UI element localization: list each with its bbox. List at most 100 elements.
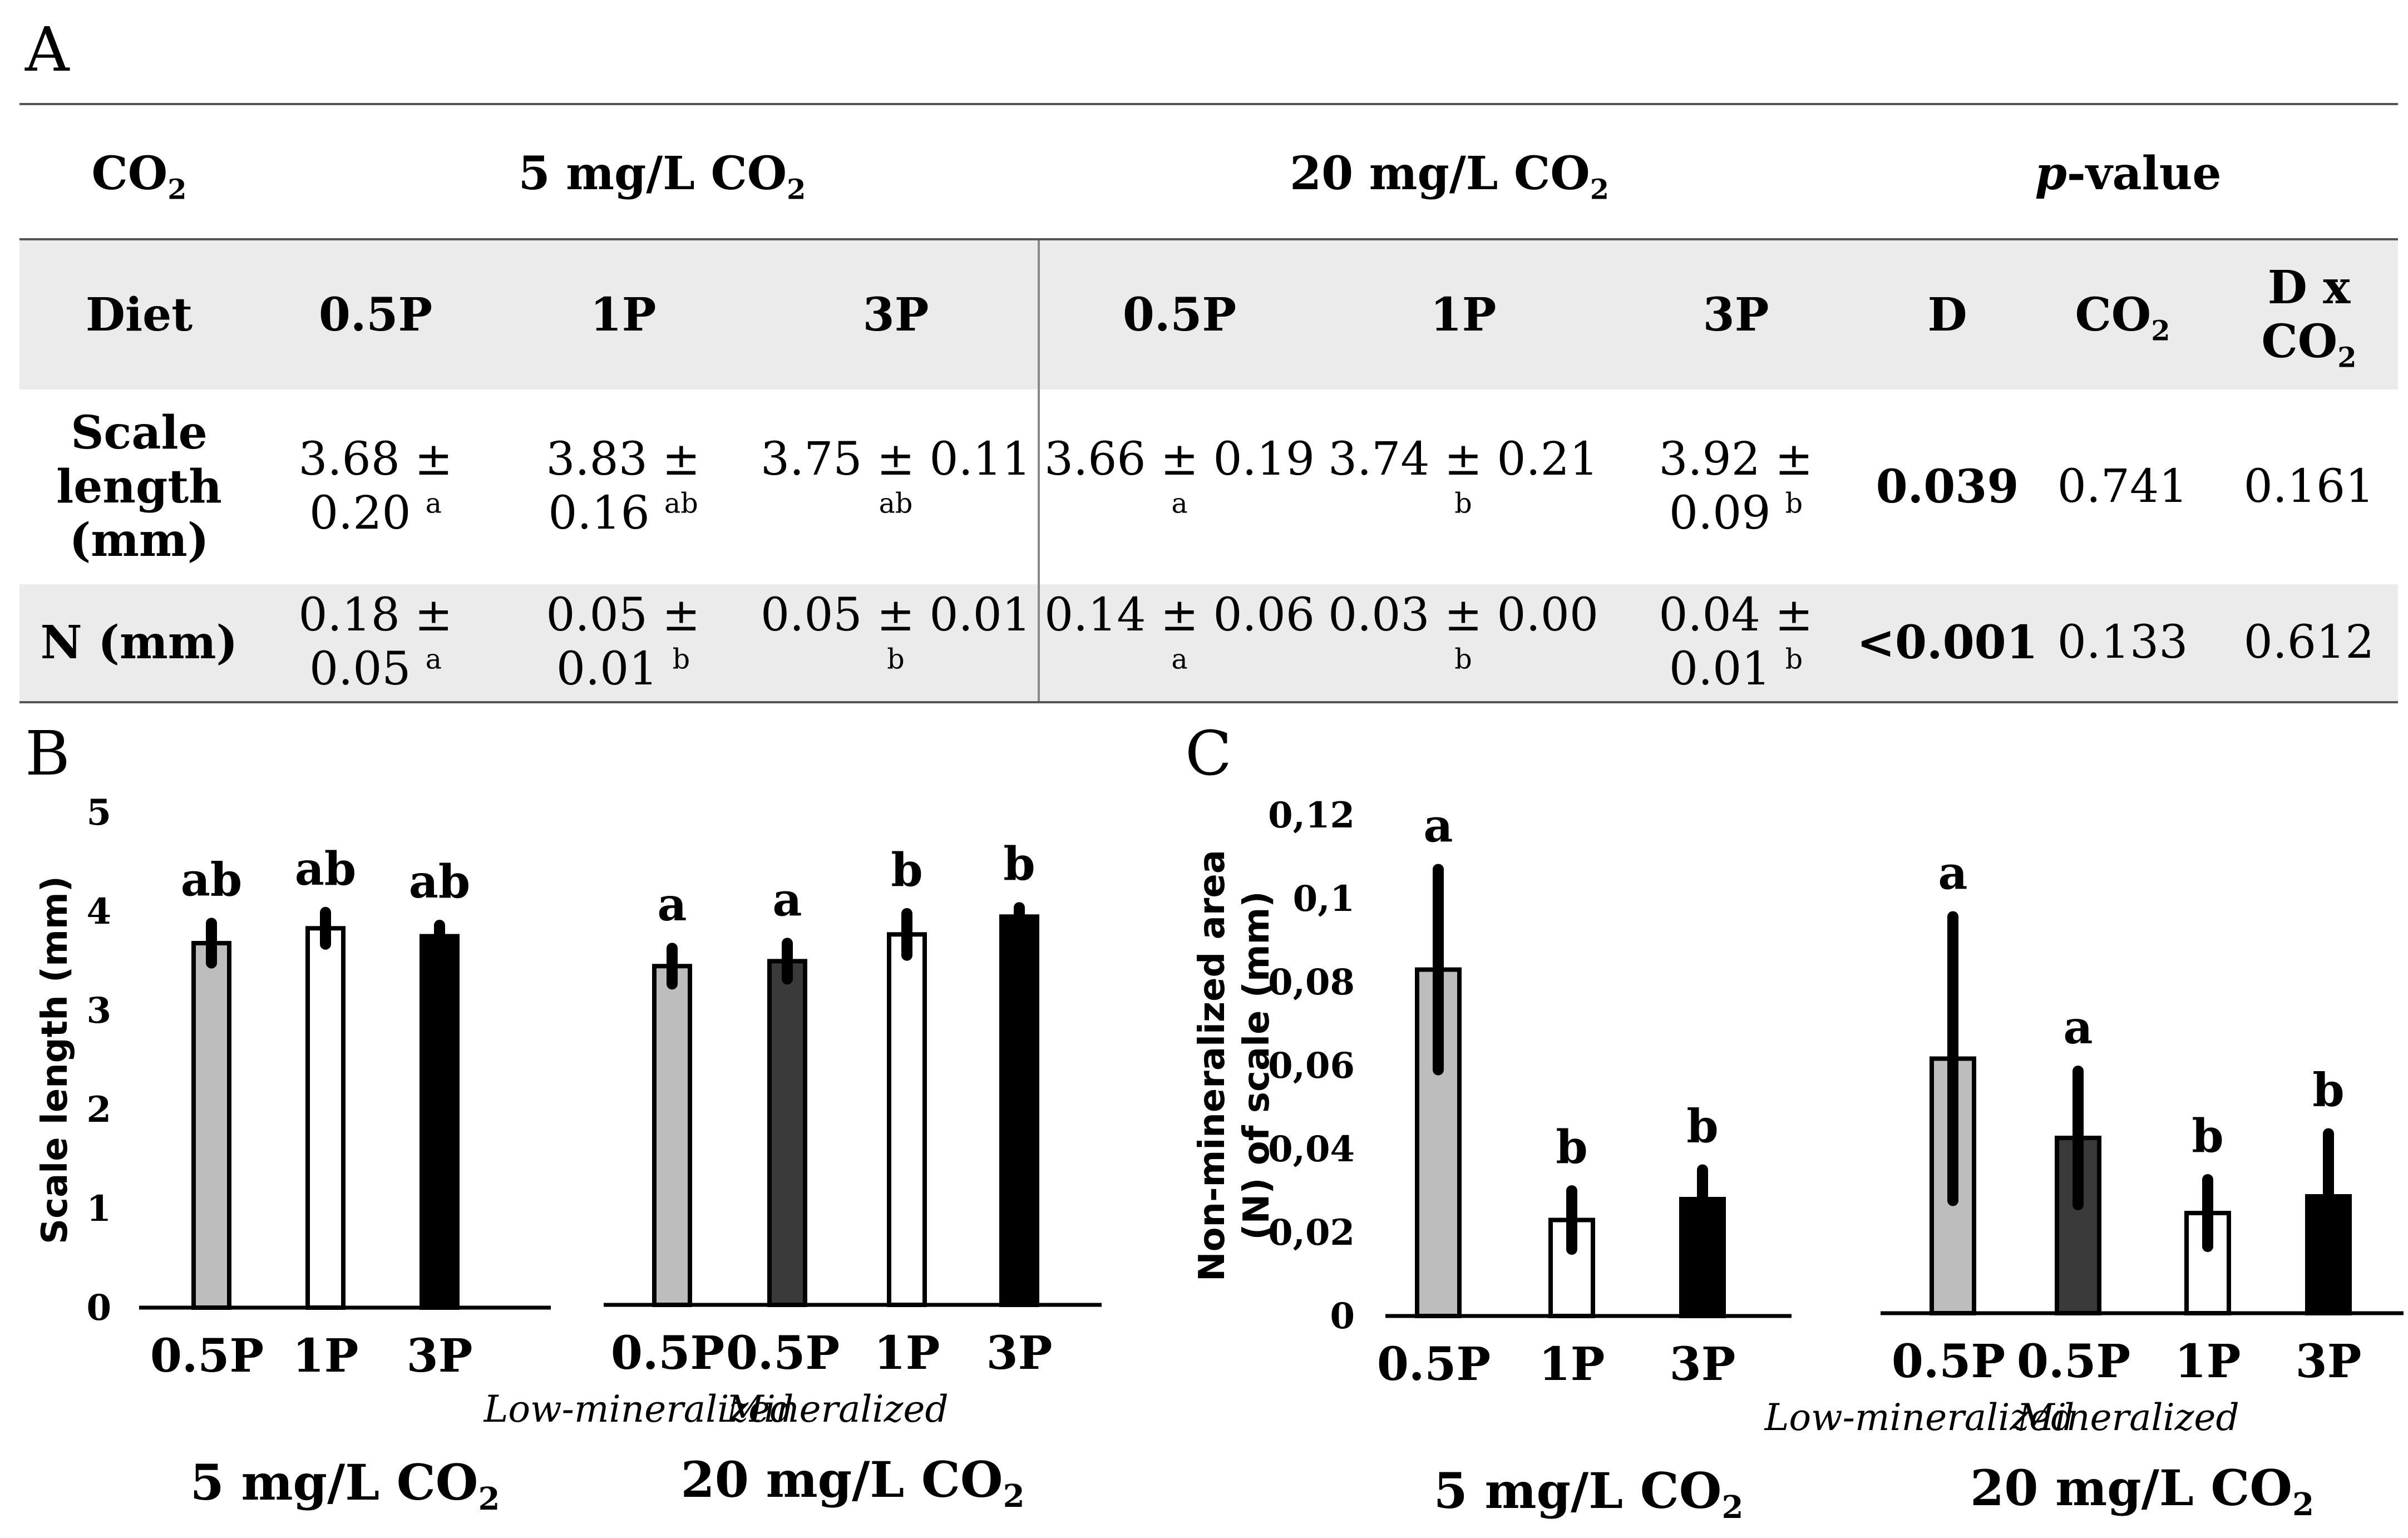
diet-col-2: 1P	[590, 288, 657, 342]
chart-c-category-label: 3P	[1670, 1338, 1736, 1391]
chart-c-ytick: 0,02	[1268, 1212, 1355, 1254]
diet-p-dxco2: D x CO2	[2261, 261, 2357, 374]
n-p-dxco2: 0.612	[2243, 615, 2375, 669]
n-cell-1: 0.18 ±0.05 a	[298, 589, 453, 696]
n-row-shading	[19, 584, 2398, 701]
chart-c-significance-letter: a	[2063, 1001, 2093, 1054]
chart-c-significance-letter: b	[2312, 1064, 2344, 1117]
chart-b-ytick: 1	[86, 1188, 111, 1230]
chart-b-significance-letter: a	[657, 878, 687, 931]
scale-length-cell-4: 3.66 ± 0.19 a	[1044, 433, 1315, 520]
chart-c-group-label: 20 mg/L CO2	[1970, 1459, 2314, 1523]
chart-b-bar	[652, 964, 692, 1307]
chart-c-ytick: 0,12	[1268, 795, 1355, 836]
chart-b-significance-letter: ab	[181, 853, 242, 906]
table-top-rule	[19, 103, 2398, 105]
chart-b-bar	[191, 940, 231, 1310]
chart-b-bar	[420, 934, 460, 1310]
chart-b-significance-letter: ab	[409, 855, 470, 909]
diet-p-co2: CO2	[2075, 288, 2170, 347]
scale-length-cell-6: 3.92 ± 0.09 b	[1659, 433, 1813, 540]
chart-c-ytick: 0,08	[1268, 962, 1355, 1003]
chart-c-significance-letter: b	[1686, 1100, 1718, 1154]
scale-length-cell-3: 3.75 ± 0.11 ab	[761, 433, 1031, 520]
chart-b-bar	[999, 914, 1039, 1307]
chart-b-ytick: 3	[86, 990, 111, 1032]
chart-b-significance-letter: b	[1003, 837, 1035, 891]
diet-col-1: 0.5P	[318, 288, 433, 342]
chart-b-sublabel: Mineralized	[726, 1388, 948, 1431]
table-header-rule	[19, 238, 2398, 240]
chart-b-category-label: 0.5P	[726, 1327, 840, 1380]
chart-b-category-label: 0.5P	[150, 1329, 264, 1383]
chart-c-group-label: 5 mg/L CO2	[1434, 1462, 1744, 1526]
panel-b-label: B	[25, 718, 70, 789]
chart-c-ytick: 0,06	[1268, 1045, 1355, 1087]
chart-b-category-label: 1P	[293, 1329, 359, 1383]
chart-c-significance-letter: a	[1423, 800, 1453, 853]
chart-b-bar	[887, 932, 927, 1307]
chart-b-significance-letter: a	[772, 873, 802, 926]
chart-c-category-label: 3P	[2296, 1335, 2362, 1388]
n-p-co2: 0.133	[2057, 615, 2188, 669]
diet-col-5: 1P	[1430, 288, 1497, 342]
table-vertical-separator	[1038, 240, 1040, 701]
chart-b-significance-letter: ab	[295, 842, 356, 896]
chart-b-ytick: 4	[86, 891, 111, 933]
chart-c-significance-letter: b	[2192, 1110, 2223, 1163]
diet-col-6: 3P	[1703, 288, 1769, 342]
header-pvalue: p-value	[2035, 146, 2222, 200]
chart-c-ylabel-line-1: Non-mineralized area	[1192, 850, 1233, 1281]
scale-length-p-co2: 0.741	[2057, 460, 2188, 513]
chart-c-category-label: 0.5P	[2017, 1335, 2130, 1388]
chart-b-category-label: 0.5P	[611, 1327, 724, 1380]
chart-b-ytick: 2	[86, 1089, 111, 1131]
n-cell-6: 0.04 ± 0.01 b	[1659, 589, 1813, 696]
diet-row-shading	[19, 240, 2398, 390]
scale-length-cell-1: 3.68 ±0.20 a	[298, 433, 453, 540]
chart-c-ytick: 0,1	[1293, 878, 1355, 920]
header-20mg: 20 mg/L CO2	[1290, 146, 1609, 206]
n-label: N (mm)	[40, 615, 238, 669]
chart-b-ytick: 0	[86, 1287, 111, 1329]
chart-c-significance-letter: b	[1556, 1121, 1587, 1174]
scale-length-p-d: 0.039	[1876, 460, 2019, 514]
n-cell-5: 0.03 ± 0.00 b	[1328, 589, 1598, 676]
chart-b-ytick: 5	[86, 792, 111, 834]
chart-c-sublabel: Mineralized	[2016, 1396, 2239, 1439]
chart-b-group-label: 5 mg/L CO2	[190, 1453, 500, 1517]
scale-length-cell-2: 3.83 ± 0.16 ab	[546, 433, 700, 540]
chart-b-category-label: 1P	[874, 1327, 940, 1380]
chart-c-bar	[2184, 1211, 2231, 1315]
chart-b-bar	[767, 959, 807, 1307]
n-cell-2: 0.05 ± 0.01 b	[546, 589, 700, 696]
panel-c-label: C	[1185, 718, 1232, 789]
chart-b-ylabel: Scale length (mm)	[34, 876, 76, 1244]
diet-col-3: 3P	[862, 288, 929, 342]
chart-b-significance-letter: b	[891, 844, 922, 897]
chart-c-sublabel: Low-mineralized	[1764, 1396, 2075, 1439]
diet-col-4: 0.5P	[1122, 288, 1237, 342]
chart-b-sublabel: Low-mineralized	[483, 1388, 794, 1431]
chart-c-category-label: 1P	[1539, 1338, 1605, 1391]
chart-c-ytick: 0	[1330, 1295, 1355, 1337]
chart-c-category-label: 1P	[2175, 1335, 2241, 1388]
diet-label: Diet	[85, 288, 193, 342]
chart-c-category-label: 0.5P	[1377, 1338, 1491, 1391]
chart-c-bar	[1679, 1197, 1726, 1318]
diet-p-d: D	[1927, 288, 1967, 342]
table-bottom-rule	[19, 701, 2398, 703]
scale-length-p-dxco2: 0.161	[2243, 460, 2375, 513]
scale-length-cell-5: 3.74 ± 0.21 b	[1328, 433, 1598, 520]
chart-c-ytick: 0,04	[1268, 1128, 1355, 1170]
chart-b-category-label: 3P	[986, 1327, 1053, 1380]
n-p-d: <0.001	[1857, 615, 2038, 669]
chart-c-ylabel-line-2: (N) of scale (mm)	[1236, 891, 1277, 1240]
n-cell-3: 0.05 ± 0.01 b	[761, 589, 1031, 676]
chart-c-category-label: 0.5P	[1892, 1335, 2005, 1388]
header-5mg: 5 mg/L CO2	[518, 146, 806, 206]
chart-non-mineralized-area: 0 0,02 0,04 0,06 0,08 0,1 0,12 Non-mineralized …	[1192, 795, 2404, 1526]
panel-a-label: A	[25, 14, 70, 85]
chart-b-category-label: 3P	[407, 1329, 473, 1383]
